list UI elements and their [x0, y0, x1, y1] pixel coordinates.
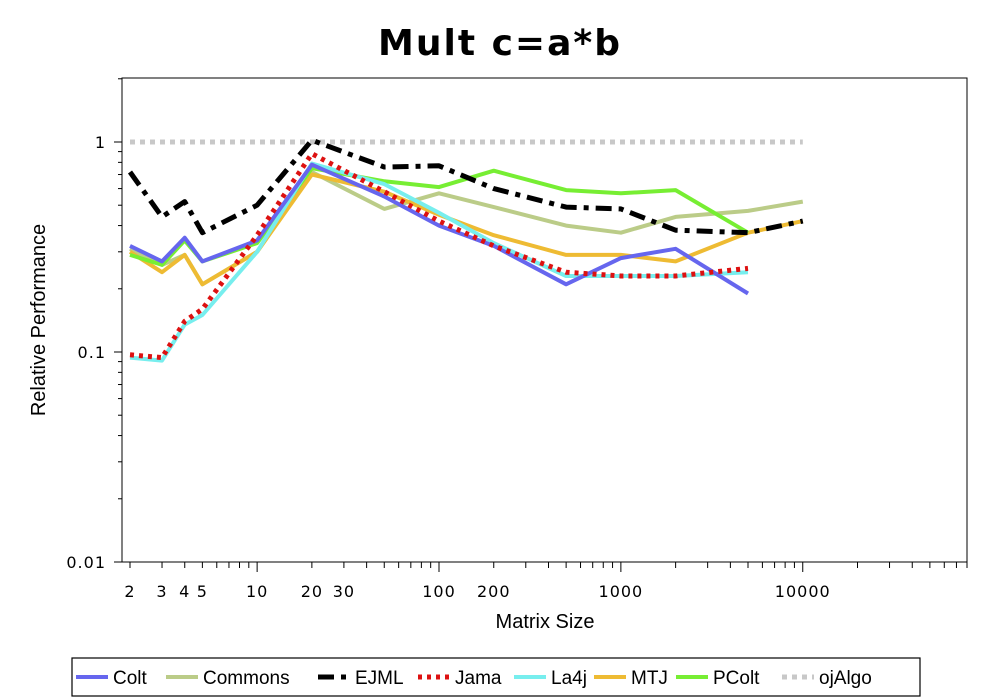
legend-label-commons: Commons	[203, 668, 290, 689]
legend: Colt Commons EJML Jama La4j MTJ PColt ojAlgo	[71, 657, 921, 697]
x-tick-label: 200	[477, 582, 511, 601]
y-tick-label: 0.01	[66, 553, 106, 572]
legend-label-la4j: La4j	[551, 668, 587, 689]
x-tick-label: 5	[197, 582, 208, 601]
series-line-colt	[129, 162, 750, 296]
legend-label-ojalgo: ojAlgo	[819, 668, 872, 689]
legend-label-jama: Jama	[455, 668, 502, 689]
y-tick-label: 0.1	[78, 343, 106, 362]
x-tick-label: 4	[179, 582, 190, 601]
series-line-mtj	[128, 172, 804, 287]
x-tick-label: 10000	[775, 582, 831, 601]
y-tick-label: 1	[95, 133, 106, 152]
legend-label-ejml: EJML	[355, 668, 404, 689]
x-tick-label: 10	[246, 582, 268, 601]
series-line-jama	[129, 151, 749, 361]
plot-frame	[121, 77, 968, 563]
legend-frame	[71, 657, 921, 697]
chart-title: Mult c=a*b	[378, 23, 622, 64]
series-line-ejml	[127, 137, 804, 236]
y-axis: 0.01 0.1 1	[66, 78, 122, 572]
x-tick-label: 3	[156, 582, 167, 601]
x-tick-label: 2	[124, 582, 135, 601]
x-axis: 2 3 4 5 10 20 30 100 200 1000 10000	[124, 562, 968, 601]
series-lines	[127, 137, 804, 363]
x-axis-label: Matrix Size	[496, 611, 595, 633]
x-tick-label: 20	[301, 582, 323, 601]
x-tick-label: 1000	[599, 582, 644, 601]
x-tick-label: 30	[333, 582, 355, 601]
legend-label-pcolt: PColt	[713, 668, 760, 689]
y-axis-label: Relative Performance	[28, 224, 50, 416]
legend-label-mtj: MTJ	[631, 668, 668, 689]
legend-label-colt: Colt	[113, 668, 148, 689]
x-tick-label: 100	[422, 582, 456, 601]
